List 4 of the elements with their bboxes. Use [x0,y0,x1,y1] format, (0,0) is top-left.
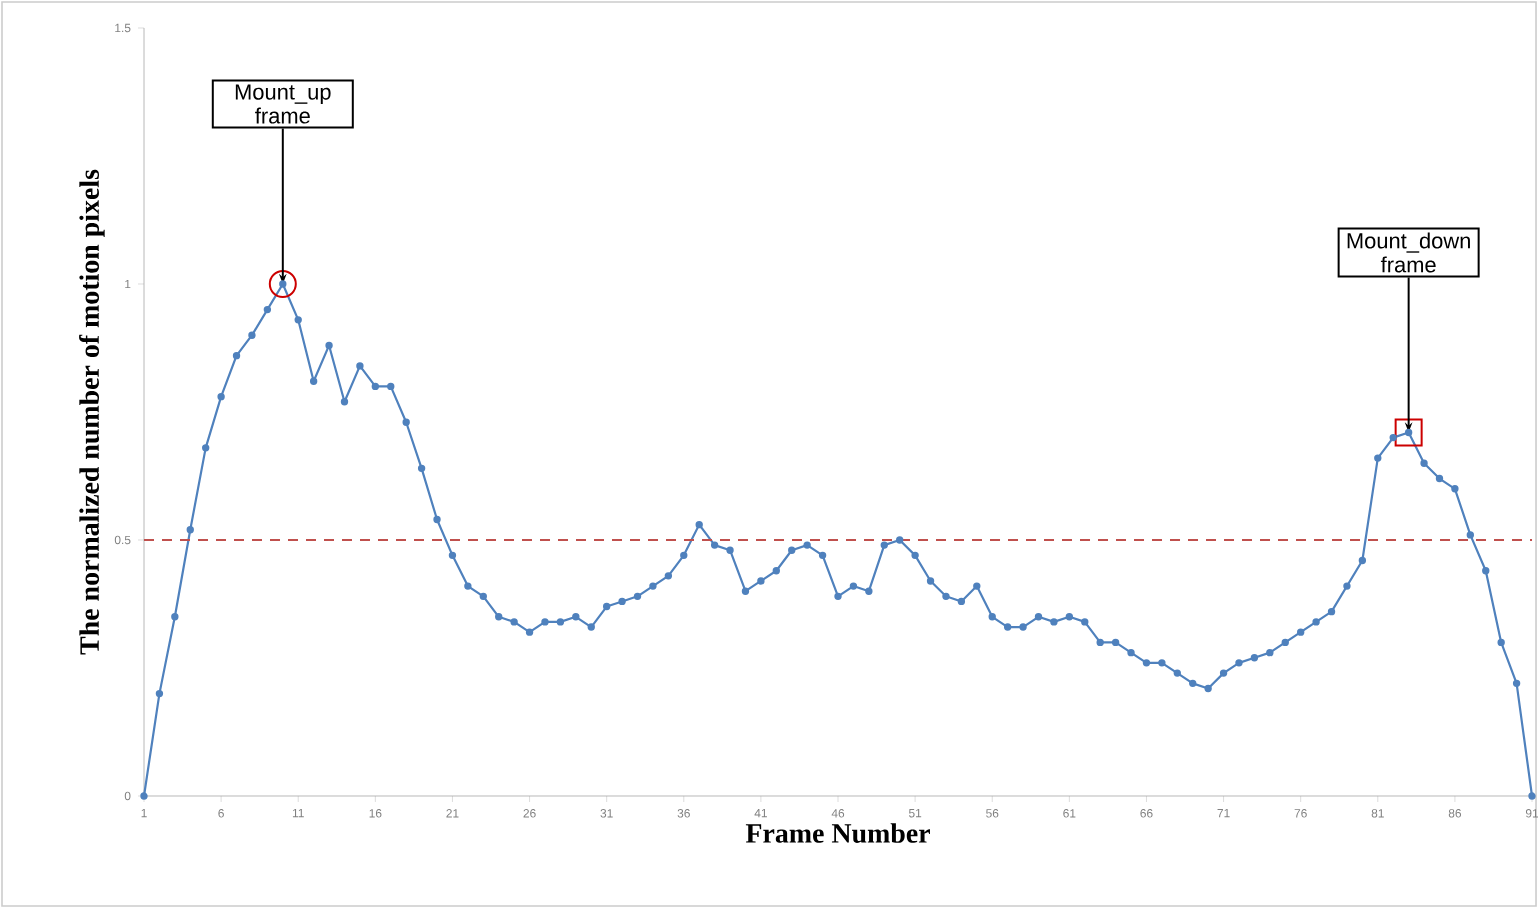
y-axis-title: The normalized number of motion pixels [79,169,105,655]
x-axis-title: Frame Number [745,823,930,843]
annotation: Mount_down frame [1347,232,1470,273]
annotation: Mount_up frame [235,84,331,124]
